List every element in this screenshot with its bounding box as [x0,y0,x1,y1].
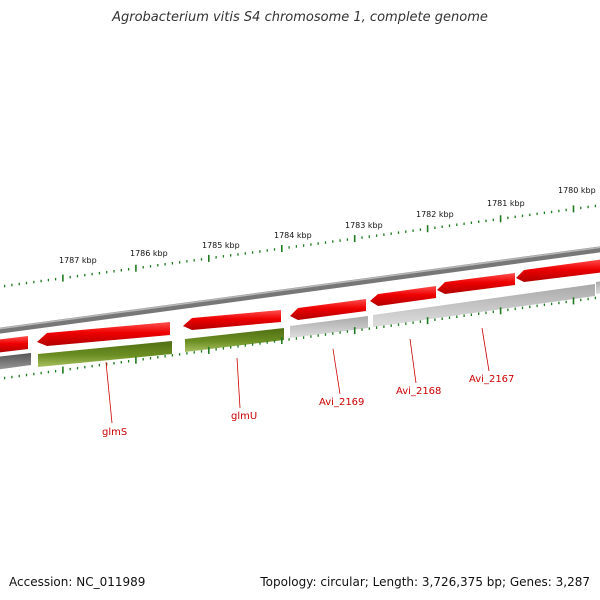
reverse-gene-glmU [185,328,284,352]
tick-label-1781: 1781 kbp [487,199,525,208]
tick-label-1784: 1784 kbp [274,231,312,240]
tick-label-1782: 1782 kbp [416,210,454,219]
gene-leader-lines [105,327,490,424]
page-title: Agrobacterium vitis S4 chromosome 1, com… [112,10,488,25]
forward-gene [0,336,28,353]
forward-gene [183,310,281,330]
tick-label-1786: 1786 kbp [130,249,168,258]
genome-summary-text: Topology: circular; Length: 3,726,375 bp… [260,575,590,589]
accession-text: Accession: NC_011989 [9,575,146,589]
leader-avi2168 [409,338,417,384]
gene-label-avi2168: Avi_2168 [396,386,441,397]
gene-label-avi2169: Avi_2169 [319,397,364,408]
forward-strand-genes [0,259,600,353]
outer-tick-ring [3,204,597,288]
gene-label-glmS: glmS [102,427,127,438]
gene-label-glmU: glmU [231,411,257,422]
leader-avi2167 [481,327,490,372]
reverse-gene-dark [0,353,31,370]
tick-label-1780: 1780 kbp [558,186,596,195]
forward-gene [437,273,515,294]
outer-tick-labels: 1787 kbp 1786 kbp 1785 kbp 1784 kbp 1783… [59,186,596,265]
gene-labels: glmS glmU Avi_2169 Avi_2168 Avi_2167 [102,374,514,438]
reverse-strand-genes [0,281,600,370]
gene-label-avi2167: Avi_2167 [469,374,514,385]
leader-avi2169 [332,348,341,395]
reverse-gene-grey [290,316,368,338]
backbone-ring [0,246,600,334]
backbone-arc [0,246,600,334]
backbone-arc-highlight [0,246,600,330]
forward-gene [370,286,436,306]
reverse-gene-glmS [38,341,172,367]
reverse-gene-grey [596,281,600,294]
forward-gene [290,299,366,320]
tick-label-1787: 1787 kbp [59,256,97,265]
reverse-gene-grey [373,284,595,327]
leader-glmU [236,357,241,409]
leader-glmS [105,361,113,424]
forward-gene [37,322,170,346]
tick-label-1783: 1783 kbp [345,221,383,230]
forward-gene [516,259,600,282]
inner-tick-ring [3,296,597,380]
tick-label-1785: 1785 kbp [202,241,240,250]
